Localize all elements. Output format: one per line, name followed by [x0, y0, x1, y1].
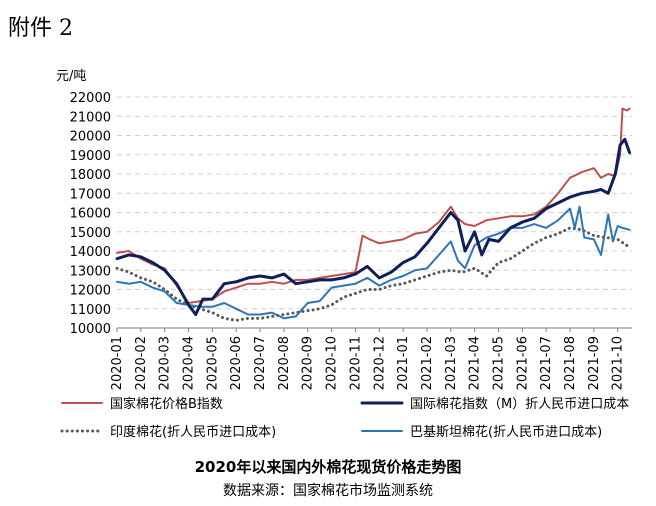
series-lines — [115, 107, 632, 322]
series-line-2 — [115, 226, 632, 322]
y-axis-ticks: 10000 11000 12000 13000 14000 15000 16000 17000… — [70, 91, 111, 337]
y-tick-label: 15000 — [70, 226, 111, 241]
x-tick-label: 2021-04 — [468, 336, 483, 390]
legend-item: 国际棉花指数（M）折人民币进口成本 — [360, 393, 629, 412]
attachment-label: 附件 2 — [8, 16, 73, 41]
y-tick-label: 14000 — [70, 245, 111, 260]
y-tick-label: 16000 — [70, 207, 111, 222]
y-tick-label: 19000 — [70, 149, 111, 164]
x-tick-label: 2020-12 — [372, 336, 387, 390]
x-tick-label: 2020-08 — [277, 336, 292, 390]
legend-swatch — [360, 401, 404, 404]
x-tick-label: 2020-09 — [301, 336, 316, 390]
legend-item: 国家棉花价格B指数 — [60, 393, 223, 412]
x-tick-label: 2020-05 — [205, 336, 220, 390]
series-line-1 — [115, 137, 632, 316]
y-tick-label: 18000 — [70, 168, 111, 183]
x-tick-label: 2021-02 — [420, 336, 435, 390]
legend-label: 印度棉花(折人民币进口成本) — [110, 425, 277, 440]
legend-swatch — [60, 429, 104, 432]
chart-title: 2020年以来国内外棉花现货价格走势图 — [194, 458, 462, 476]
x-tick-label: 2021-01 — [396, 336, 411, 390]
x-tick-label: 2020-07 — [253, 336, 268, 390]
x-tick-label: 2020-10 — [325, 336, 340, 390]
legend-item: 印度棉花(折人民币进口成本) — [60, 421, 276, 440]
legend-swatch — [361, 429, 403, 432]
y-tick-label: 11000 — [70, 303, 111, 318]
x-tick-label: 2021-10 — [611, 336, 626, 390]
legend-label: 国家棉花价格B指数 — [110, 397, 223, 412]
line-chart: 元/吨 100001100012000130001400015000160001… — [56, 69, 632, 390]
x-tick-label: 2021-05 — [491, 336, 506, 390]
x-axis: 2020-01 2020-02 2020-03 2020-04 2020-05 2020-… — [110, 327, 632, 390]
x-tick-label: 2020-01 — [110, 336, 125, 390]
x-tick-label: 2020-03 — [158, 336, 173, 390]
y-tick-label: 22000 — [70, 91, 111, 106]
legend-label: 巴基斯坦棉花(折人民币进口成本) — [410, 425, 603, 440]
y-tick-label: 21000 — [70, 110, 111, 125]
x-tick-label: 2020-04 — [182, 336, 197, 390]
y-axis-unit-label: 元/吨 — [56, 69, 86, 84]
y-tick-label: 13000 — [70, 264, 111, 279]
x-tick-label: 2021-03 — [444, 336, 459, 390]
x-tick-label: 2020-02 — [134, 336, 149, 390]
x-tick-label: 2021-09 — [587, 336, 602, 390]
y-tick-label: 12000 — [70, 284, 111, 299]
x-tick-label: 2020-06 — [229, 336, 244, 390]
x-tick-label: 2021-07 — [539, 336, 554, 390]
x-tick-label: 2021-06 — [515, 336, 530, 390]
chart-source: 数据来源：国家棉花市场监测系统 — [223, 483, 433, 499]
legend-label: 国际棉花指数（M）折人民币进口成本 — [410, 397, 630, 412]
legend-item: 巴基斯坦棉花(折人民币进口成本) — [360, 421, 602, 440]
legend-swatch — [61, 401, 103, 404]
y-tick-label: 17000 — [70, 187, 111, 202]
y-tick-label: 10000 — [70, 322, 111, 337]
x-tick-label: 2021-08 — [563, 336, 578, 390]
x-tick-label: 2020-11 — [348, 336, 363, 390]
series-line-3 — [116, 205, 631, 320]
y-tick-label: 20000 — [70, 130, 111, 145]
